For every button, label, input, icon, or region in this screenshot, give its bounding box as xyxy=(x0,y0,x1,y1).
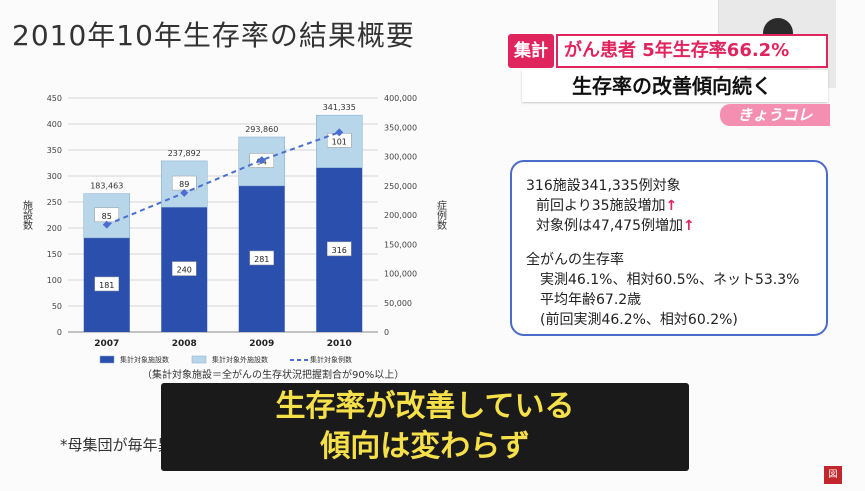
line-point xyxy=(257,156,266,165)
data-label: 281 xyxy=(254,255,269,264)
line-point xyxy=(102,220,111,229)
legend-swatch xyxy=(99,355,115,364)
line-data-label: 341,335 xyxy=(323,103,356,112)
y-tick-right: 350,000 xyxy=(384,123,417,132)
data-label-box xyxy=(249,250,274,266)
data-label-box xyxy=(94,276,119,292)
y-tick-right: 50,000 xyxy=(384,299,412,308)
y-tick-left: 400 xyxy=(47,120,62,129)
legend-entry: 集計対象外施設数 xyxy=(212,355,268,364)
data-label: 89 xyxy=(179,180,189,189)
line-data-label: 237,892 xyxy=(168,149,201,158)
summary-line: (前回実測46.2%、相対60.2%) xyxy=(540,312,738,328)
legend-entry: 集計対象施設数 xyxy=(120,355,169,364)
broadcaster-badge: 図 xyxy=(824,466,842,484)
survival-facilities-chart: 0 50 100 150 200 250 300 350 400 450 0 50,000 100,00… xyxy=(21,94,447,381)
up-arrow-icon: ↑ xyxy=(665,198,678,214)
summary-line: 316施設341,335例対象 xyxy=(526,178,681,194)
data-label-box xyxy=(327,241,352,257)
y-axis-label-left: 施設数 xyxy=(21,199,33,231)
banner-tag: 集計 xyxy=(508,34,554,68)
y-tick-left: 50 xyxy=(52,302,62,311)
line-series-cases xyxy=(106,131,340,226)
chart-caption: （集計対象施設＝全がんの生存状況把握割合が90%以上） xyxy=(142,368,404,381)
caption-subtitle: 生存率が改善している 傾向は変わらず xyxy=(161,383,689,471)
y-tick-left: 100 xyxy=(47,276,62,285)
summary-box: 316施設341,335例対象 前回より35施設増加↑ 対象例は47,475例増… xyxy=(510,160,828,336)
banner-headline: がん患者 5年生存率66.2% xyxy=(556,34,828,68)
y-tick-left: 350 xyxy=(47,146,62,155)
news-banner: 集計 がん患者 5年生存率66.2% 生存率の改善傾向続く きょうコレ xyxy=(508,34,830,126)
y-tick-left: 0 xyxy=(57,328,62,337)
line-data-label: 183,463 xyxy=(90,182,123,191)
summary-line: 全がんの生存率 xyxy=(526,252,624,268)
up-arrow-icon: ↑ xyxy=(683,218,695,234)
y-tick-left: 250 xyxy=(47,198,62,207)
summary-line: 平均年齢67.2歳 xyxy=(540,292,642,308)
line-point xyxy=(335,128,344,137)
y-tick-right: 250,000 xyxy=(384,182,417,191)
line-data-label: 293,860 xyxy=(245,125,278,134)
y-tick-right: 100,000 xyxy=(384,270,417,279)
legend-entry: 集計対象例数 xyxy=(310,355,352,364)
y-tick-left: 200 xyxy=(47,224,62,233)
y-tick-right: 150,000 xyxy=(384,240,417,249)
y-tick-right: 400,000 xyxy=(384,94,417,103)
summary-line: 実測46.1%、相対60.5%、ネット53.3% xyxy=(540,272,800,288)
x-tick-label: 2009 xyxy=(249,339,274,349)
legend-swatch xyxy=(191,355,207,364)
y-tick-left: 150 xyxy=(47,250,62,259)
data-label: 181 xyxy=(99,281,114,290)
data-label: 240 xyxy=(177,266,192,275)
y-tick-right: 200,000 xyxy=(384,211,417,220)
x-tick-label: 2010 xyxy=(327,339,352,349)
y-tick-left: 450 xyxy=(47,94,62,103)
summary-line: 対象例は47,475例増加↑ xyxy=(536,218,695,234)
banner-subheadline: 生存率の改善傾向続く xyxy=(522,70,828,102)
line-point xyxy=(180,188,189,197)
subtitle-line: 生存率が改善している xyxy=(275,389,575,424)
data-label: 316 xyxy=(332,246,347,255)
data-label-box xyxy=(172,261,197,276)
data-label: 85 xyxy=(102,212,112,221)
subtitle-line: 傾向は変わらず xyxy=(320,429,530,464)
summary-line: 前回より35施設増加↑ xyxy=(536,198,678,214)
y-tick-right: 300,000 xyxy=(384,153,417,162)
data-label: 101 xyxy=(332,137,347,146)
x-tick-label: 2008 xyxy=(172,339,197,349)
banner-corner-label: きょうコレ xyxy=(720,104,830,126)
y-tick-right: 0 xyxy=(384,328,389,337)
y-axis-label-right: 症例数 xyxy=(435,199,447,231)
slide-title: 2010年10年生存率の結果概要 xyxy=(12,19,415,52)
y-tick-left: 300 xyxy=(47,172,62,181)
x-tick-label: 2007 xyxy=(94,339,119,349)
